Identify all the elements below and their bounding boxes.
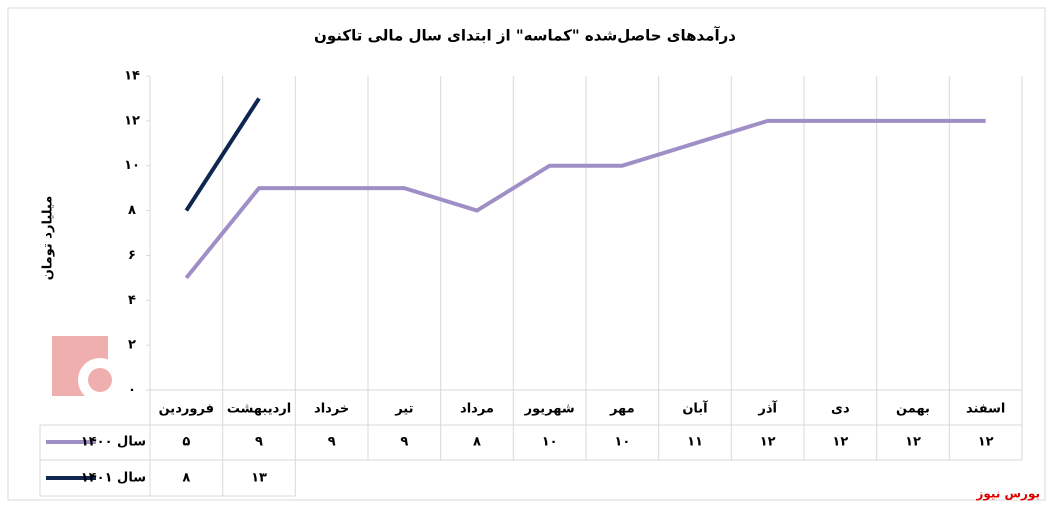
x-tick-label: خرداد bbox=[314, 402, 349, 417]
x-tick-label: بهمن bbox=[896, 402, 930, 417]
chart-title: درآمدهای حاصل‌شده "کماسه" از ابتدای سال … bbox=[314, 27, 736, 45]
x-tick-label: شهریور bbox=[524, 402, 575, 417]
table-value: ۱۳ bbox=[251, 471, 267, 486]
table-value: ۹ bbox=[255, 435, 263, 450]
table-value: ۱۲ bbox=[905, 435, 921, 450]
series-line bbox=[184, 118, 986, 280]
table-value: ۸ bbox=[182, 471, 190, 486]
y-axis-label: میلیارد تومان bbox=[41, 196, 56, 281]
y-tick-label: ۸ bbox=[128, 203, 136, 218]
legend-label: سال ۱۴۰۰ bbox=[81, 435, 146, 450]
legend-label: سال ۱۴۰۱ bbox=[81, 471, 146, 486]
y-tick-label: ۰ bbox=[128, 383, 136, 398]
table-value: ۱۰ bbox=[542, 435, 558, 450]
table-value: ۱۲ bbox=[978, 435, 994, 450]
series-line bbox=[184, 97, 261, 212]
table-value: ۱۱ bbox=[687, 435, 703, 450]
logo bbox=[52, 336, 122, 402]
source: بورس نیوز bbox=[975, 487, 1040, 502]
table-value: ۱۲ bbox=[760, 435, 776, 450]
table-value: ۹ bbox=[328, 435, 336, 450]
x-tick-label: دی bbox=[831, 402, 850, 417]
table-value: ۵ bbox=[182, 435, 190, 450]
x-tick-label: مهر bbox=[609, 402, 635, 417]
table-value: ۹ bbox=[400, 435, 408, 450]
table-value: ۸ bbox=[473, 435, 481, 450]
x-tick-label: آذر bbox=[757, 400, 777, 417]
y-tick-label: ۱۲ bbox=[124, 113, 140, 128]
x-tick-label: اردیبهشت bbox=[227, 402, 291, 417]
table-value: ۱۲ bbox=[832, 435, 848, 450]
y-tick-label: ۱۰ bbox=[124, 158, 140, 173]
x-tick-label: مرداد bbox=[460, 402, 494, 417]
table-value: ۱۰ bbox=[614, 435, 630, 450]
x-tick-label: فروردین bbox=[159, 402, 214, 417]
x-tick-label: آبان bbox=[682, 400, 708, 417]
y-tick-label: ۶ bbox=[128, 248, 136, 263]
y-tick-label: ۱۴ bbox=[124, 69, 140, 84]
y-tick-label: ۲ bbox=[128, 338, 136, 353]
x-tick-label: اسفند bbox=[966, 402, 1005, 417]
x-tick-label: تیر bbox=[394, 402, 413, 417]
y-tick-label: ۴ bbox=[128, 293, 136, 308]
frame bbox=[7, 7, 1046, 501]
